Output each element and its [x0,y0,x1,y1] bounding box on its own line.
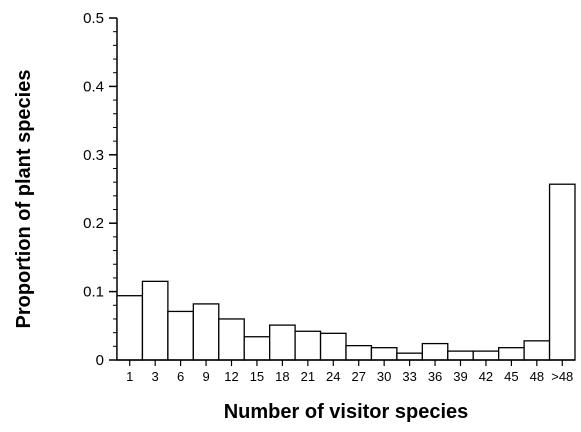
x-tick-label: 15 [250,369,264,384]
bar [141,280,169,361]
bar [116,295,144,361]
x-tick-label: 45 [504,369,518,384]
x-tick-label: 42 [479,369,493,384]
x-tick-label: 33 [402,369,416,384]
x-axis: 1 3 6 9 12 15 18 21 24 27 30 33 36 39 42 45 48 >48 [117,359,575,384]
y-tick-label: 0.1 [83,284,104,301]
bar [319,332,347,361]
bar [294,330,322,361]
x-tick-label: 39 [453,369,467,384]
x-tick-label: 27 [351,369,365,384]
bar [523,340,551,361]
x-tick-label: 21 [301,369,315,384]
y-axis-title: Proportion of plant species [13,70,35,329]
y-tick-label: 0.4 [83,78,104,95]
x-tick-label: 3 [152,369,159,384]
x-tick-label: 24 [326,369,340,384]
y-tick-label: 0.3 [83,147,104,164]
bar [447,350,474,361]
bar [472,350,500,361]
bar [548,183,576,361]
bar [498,347,525,361]
bar [167,310,194,361]
y-axis: 0 0.1 0.2 0.3 0.4 0.5 [83,10,118,369]
bars [116,183,576,361]
x-tick-label: 9 [202,369,209,384]
y-tick-label: 0.2 [83,215,104,232]
bar [269,324,296,361]
x-tick-label: 18 [275,369,289,384]
y-tick-label: 0 [96,352,104,369]
x-tick-label: 12 [224,369,238,384]
bar [370,347,398,361]
bar [243,336,271,361]
x-tick-label: 30 [377,369,391,384]
bar [396,352,423,361]
x-tick-label: 1 [126,369,133,384]
bar [421,342,449,361]
bar [192,303,220,361]
bar [218,318,245,361]
bar [345,344,373,361]
y-tick-label: 0.5 [83,10,104,27]
x-axis-title: Number of visitor species [224,401,469,423]
x-tick-label: 36 [428,369,442,384]
x-tick-label: 6 [177,369,184,384]
x-tick-label: 48 [530,369,544,384]
x-tick-label: >48 [551,369,573,384]
